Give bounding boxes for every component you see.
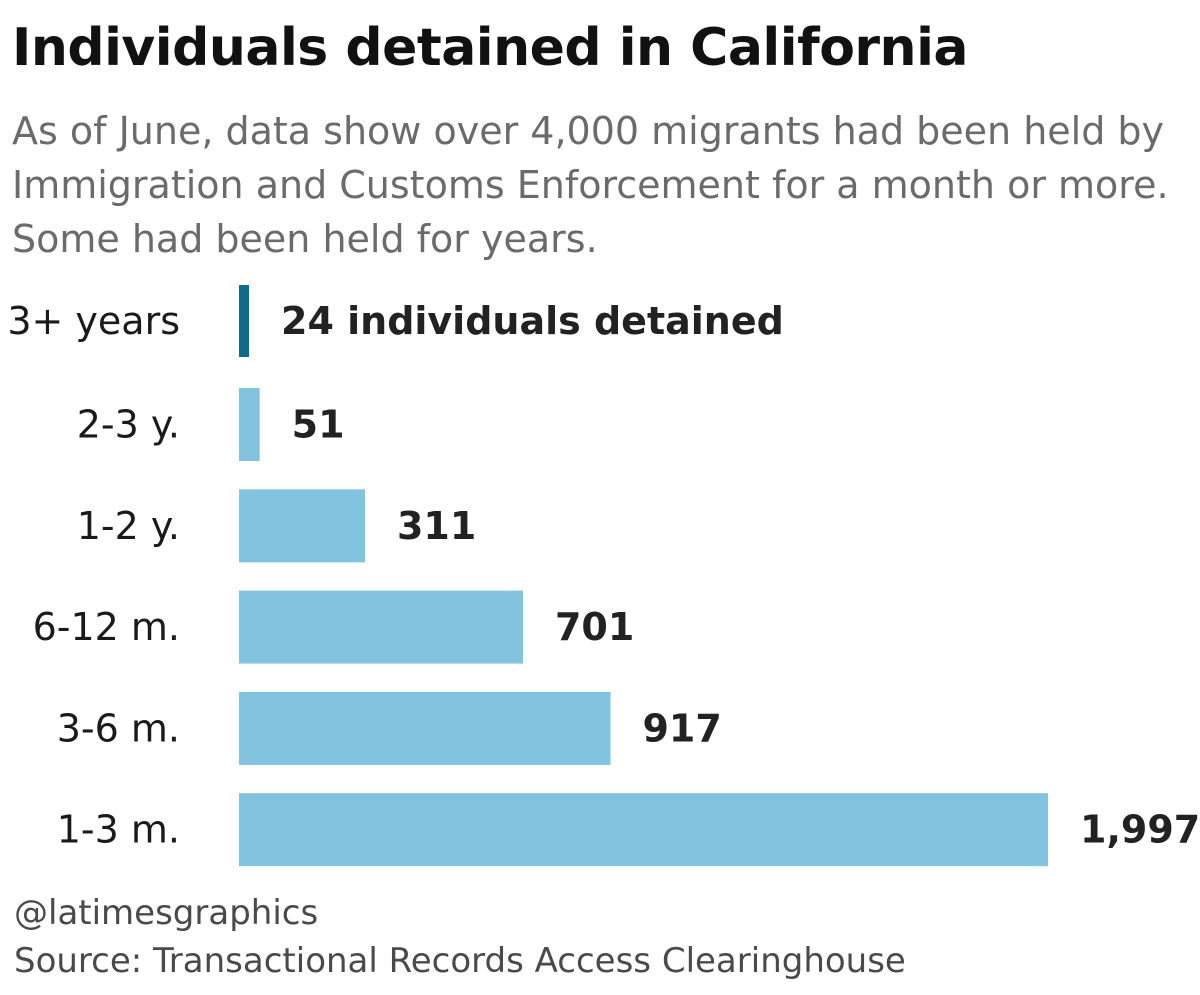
value-label-3-6-m: 917: [642, 706, 721, 750]
bar-1-2-y: [239, 489, 365, 563]
bar-6-12-m: [239, 590, 523, 664]
category-label-1-2-y: 1-2 y.: [77, 504, 180, 548]
bar-chart: 3+ years 24 individuals detained 2-3 y. 51 1…: [7, 285, 1200, 867]
chart-title: Individuals detained in California: [12, 18, 969, 78]
category-label-6-12-m: 6-12 m.: [33, 605, 180, 649]
category-label-3-6-m: 3-6 m.: [57, 706, 180, 750]
value-label-3-years: 24 individuals detained: [281, 299, 784, 343]
category-label-3-years: 3+ years: [7, 299, 180, 343]
bar-3-years: [239, 285, 249, 357]
chart-subtitle: As of June, data show over 4,000 migrant…: [12, 109, 1169, 261]
bar-1-3-m: [239, 793, 1048, 867]
bar-3-6-m: [239, 691, 611, 765]
value-label-2-3-y: 51: [292, 403, 345, 447]
value-label-1-2-y: 311: [397, 504, 476, 548]
value-label-1-3-m: 1,997: [1080, 808, 1200, 852]
category-label-1-3-m: 1-3 m.: [57, 808, 180, 852]
bar-2-3-y: [239, 388, 260, 461]
category-label-2-3-y: 2-3 y.: [77, 403, 180, 447]
source-line: Source: Transactional Records Access Cle…: [14, 941, 906, 981]
credit-line: @latimesgraphics: [14, 893, 319, 933]
value-label-6-12-m: 701: [555, 605, 634, 649]
